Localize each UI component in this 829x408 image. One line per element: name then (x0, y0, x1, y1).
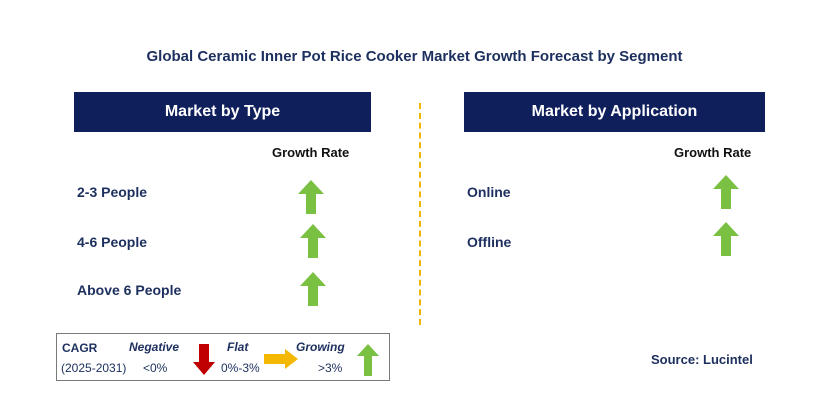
type-panel-header: Market by Type (74, 92, 371, 132)
arrow-up-icon (300, 272, 326, 306)
application-row-label: Offline (467, 234, 512, 250)
legend-negative-label: Negative (129, 340, 180, 354)
application-panel-header: Market by Application (464, 92, 765, 132)
arrow-right-icon (264, 349, 298, 369)
application-growth-rate-label: Growth Rate (674, 145, 752, 160)
application-row-label: Online (467, 184, 511, 200)
arrow-up-icon (713, 175, 739, 209)
legend-flat-label: Flat (227, 340, 249, 354)
legend-growing-range: >3% (318, 361, 343, 375)
legend-negative-range: <0% (143, 361, 168, 375)
arrow-up-icon (298, 180, 324, 214)
chart-title: Global Ceramic Inner Pot Rice Cooker Mar… (146, 48, 683, 65)
arrow-up-icon (357, 344, 379, 376)
legend-cagr-label: CAGR (62, 341, 98, 355)
arrow-down-icon (193, 344, 215, 375)
type-row-label: Above 6 People (77, 282, 182, 298)
type-row-label: 2-3 People (77, 184, 148, 200)
legend-period: (2025-2031) (61, 361, 127, 375)
arrow-up-icon (713, 222, 739, 256)
cagr-legend (56, 333, 390, 381)
panel-divider (419, 103, 421, 325)
source-note: Source: Lucintel (651, 352, 753, 367)
type-growth-rate-label: Growth Rate (272, 145, 350, 160)
type-row-label: 4-6 People (77, 234, 148, 250)
legend-growing-label: Growing (296, 340, 345, 354)
legend-flat-range: 0%-3% (221, 361, 260, 375)
arrow-up-icon (300, 224, 326, 258)
